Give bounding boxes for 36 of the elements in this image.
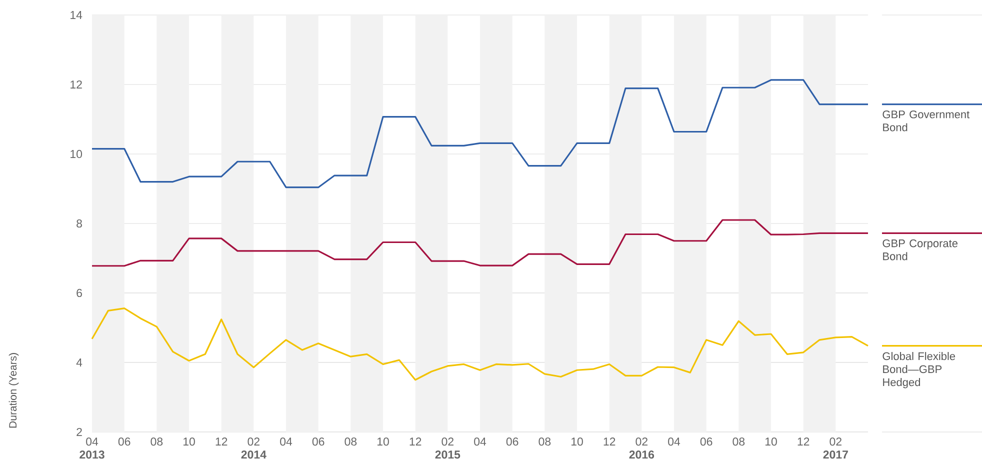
x-tick-label: 12 — [798, 438, 810, 446]
x-tick-label: 08 — [344, 438, 357, 446]
x-tick-label: 08 — [732, 438, 745, 446]
x-tick-label: 02 2015 — [435, 438, 460, 459]
x-tick-label: 06 — [700, 438, 712, 446]
x-tick-label: 02 2017 — [823, 438, 848, 459]
x-tick-label: 12 — [410, 438, 422, 446]
x-tick-label: 10 — [571, 438, 583, 446]
y-tick-label: 8 — [76, 219, 82, 228]
series-label: Global Flexible Bond—GBP Hedged — [882, 352, 956, 388]
x-tick-label: 06 — [118, 438, 130, 446]
line-series — [91, 307, 869, 381]
x-tick-label: 02 2014 — [241, 438, 266, 459]
x-tick-label: 04 — [474, 438, 486, 446]
y-tick-label: 4 — [76, 358, 82, 366]
y-tick-label: 10 — [70, 150, 82, 158]
x-tick-label: 08 — [150, 438, 163, 446]
y-axis-title: Duration (Years) — [8, 353, 19, 428]
x-tick-label: 10 — [183, 438, 195, 446]
x-tick-label: 10 — [765, 438, 777, 446]
x-tick-label: 06 — [312, 438, 324, 446]
x-tick-label: 08 — [538, 438, 551, 446]
y-tick-label: 14 — [70, 11, 82, 19]
x-tick-label: 06 — [506, 438, 518, 446]
x-tick-label: 10 — [377, 438, 389, 446]
y-tick-label: 12 — [70, 80, 82, 89]
x-tick-label: 12 — [604, 438, 616, 446]
y-tick-label: 2 — [76, 428, 82, 436]
y-tick-label: 6 — [76, 288, 82, 298]
series-label: GBP Corporate Bond — [882, 239, 958, 260]
x-tick-label: 02 2016 — [629, 438, 654, 459]
x-tick-label: 04 — [668, 438, 680, 446]
x-tick-label: 12 — [216, 438, 228, 446]
x-tick-label: 04 2013 — [80, 438, 104, 459]
x-tick-label: 04 — [280, 438, 292, 446]
series-label: GBP Government Bond — [882, 110, 970, 132]
